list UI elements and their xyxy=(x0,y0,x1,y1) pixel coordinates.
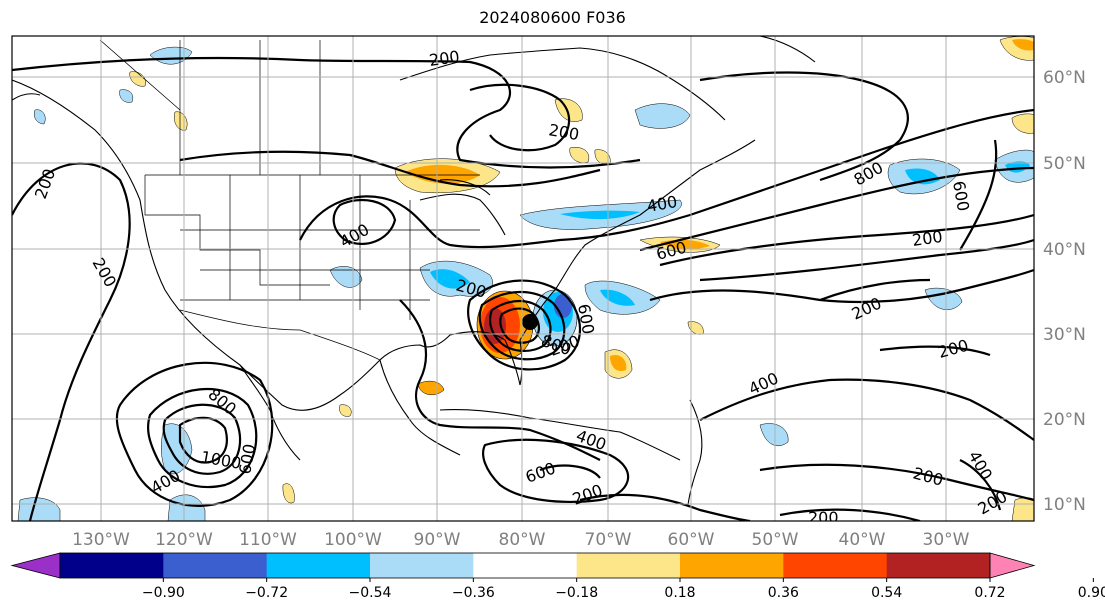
contour-label: 200 xyxy=(428,47,461,70)
colorbar-tick-label: −0.72 xyxy=(245,585,288,601)
lat-label: 50°N xyxy=(1043,154,1086,174)
colorbar-bin xyxy=(576,553,681,578)
latitude-labels: 60°N 50°N 40°N 30°N 20°N 10°N xyxy=(1043,68,1086,515)
map-title: 2024080600 F036 xyxy=(479,8,626,27)
colorbar-extend-high xyxy=(989,552,1036,579)
lon-label: 70°W xyxy=(585,530,632,550)
lon-label: 40°W xyxy=(839,530,886,550)
colorbar-bin xyxy=(266,553,371,578)
lat-label: 30°N xyxy=(1043,325,1086,345)
lon-label: 110°W xyxy=(239,530,297,550)
longitude-labels: 130°W 120°W 110°W 100°W 90°W 80°W 70°W 6… xyxy=(72,530,970,550)
lon-label: 30°W xyxy=(923,530,970,550)
colorbar-tick-label: 0.54 xyxy=(871,585,902,601)
lon-label: 80°W xyxy=(499,530,546,550)
colorbar-frame xyxy=(59,552,991,579)
storm-center-marker xyxy=(522,314,538,330)
lon-label: 60°W xyxy=(668,530,715,550)
colorbar-tick-label: 0.18 xyxy=(664,585,695,601)
colorbar-bin xyxy=(163,553,268,578)
political-borders xyxy=(99,39,480,361)
lat-label: 20°N xyxy=(1043,410,1086,430)
colorbar-extend-low xyxy=(10,552,61,579)
colorbar-tick-label: −0.54 xyxy=(349,585,392,601)
colorbar-bin xyxy=(473,553,578,578)
contour-label: 200 xyxy=(808,508,839,527)
lon-label: 90°W xyxy=(414,530,461,550)
lon-label: 50°W xyxy=(752,530,799,550)
colorbar-bin xyxy=(783,553,888,578)
lat-label: 40°N xyxy=(1043,240,1086,260)
colorbar-bin xyxy=(60,553,164,578)
height-contours xyxy=(12,56,1034,521)
graticule xyxy=(12,36,1034,521)
colorbar-tick-label: 0.36 xyxy=(768,585,799,601)
colorbar-tick-label: 0.72 xyxy=(974,585,1005,601)
colorbar-bin xyxy=(886,553,991,578)
colorbar: −0.90 −0.72 −0.54 −0.36 −0.18 0.18 0.36 0.54 0.7… xyxy=(10,552,1105,601)
map-frame xyxy=(11,35,1035,522)
colorbar-tick-label: 0.90 xyxy=(1078,585,1105,601)
lat-label: 60°N xyxy=(1043,68,1086,88)
lon-label: 130°W xyxy=(72,530,130,550)
colorbar-tick-label: −0.90 xyxy=(142,585,185,601)
colorbar-tick-label: −0.18 xyxy=(555,585,598,601)
colorbar-bin xyxy=(680,553,784,578)
colorbar-bin xyxy=(370,553,474,578)
colorbar-tick-label: −0.36 xyxy=(452,585,495,601)
lon-label: 120°W xyxy=(155,530,213,550)
lon-label: 100°W xyxy=(324,530,382,550)
contour-label: 200 xyxy=(911,227,944,250)
lat-label: 10°N xyxy=(1043,495,1086,515)
